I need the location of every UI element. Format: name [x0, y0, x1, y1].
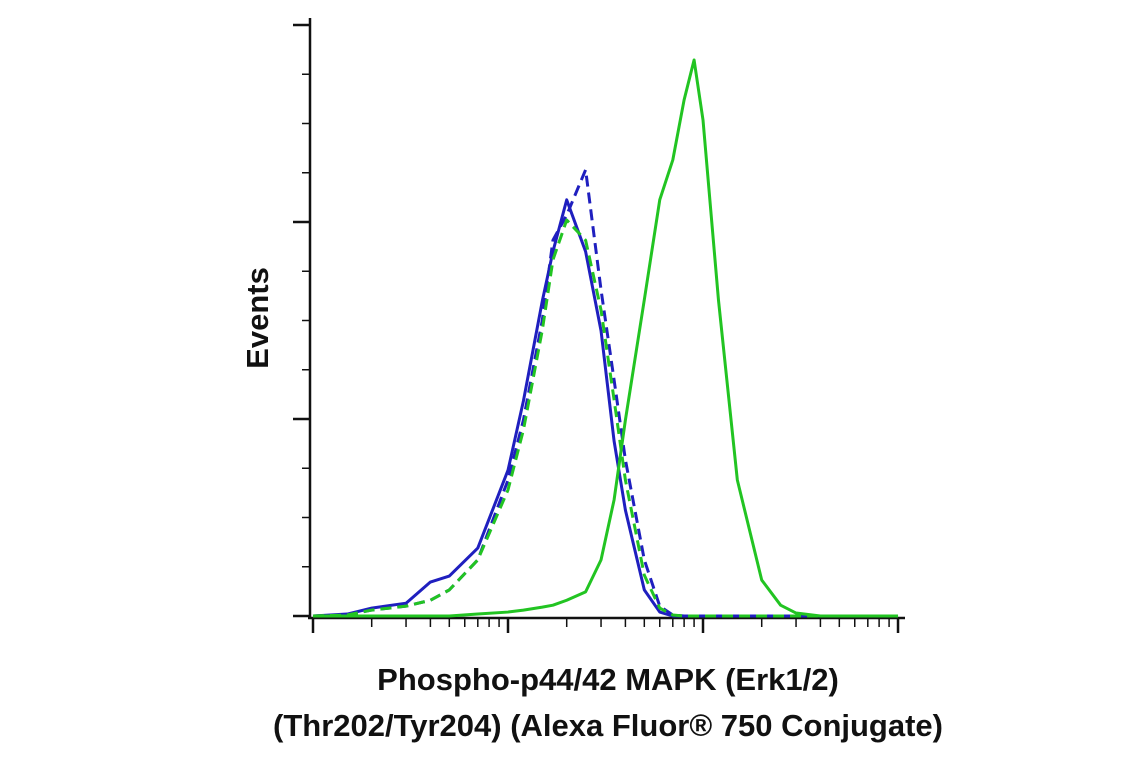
histogram-line [312, 198, 899, 618]
histogram-line [312, 218, 899, 618]
histogram-line [313, 58, 899, 618]
histogram-line [312, 168, 899, 618]
y-axis-label: Events [240, 267, 275, 369]
x-axis-label: Phospho-p44/42 MAPK (Erk1/2) [377, 662, 839, 697]
x-axis-label: (Thr202/Tyr204) (Alexa Fluor® 750 Conjug… [273, 708, 943, 743]
